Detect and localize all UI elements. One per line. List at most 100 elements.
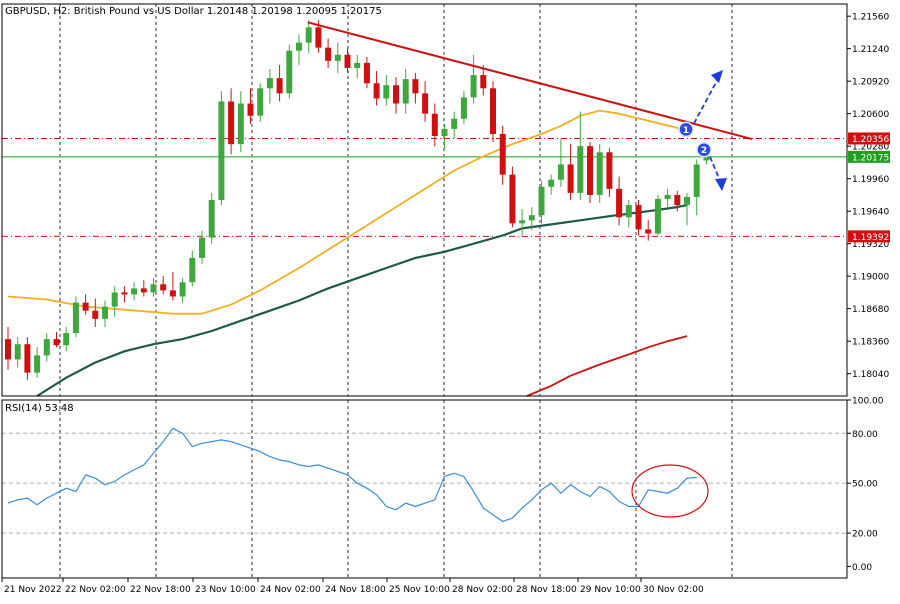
candle-body xyxy=(402,79,409,104)
candle-body xyxy=(5,339,11,360)
candle-body xyxy=(635,205,642,230)
marker-circle xyxy=(678,121,694,138)
candle-body xyxy=(577,146,584,193)
candle-body xyxy=(480,75,487,89)
price-tick-label: 1.19320 xyxy=(852,240,889,250)
arrowhead-up xyxy=(711,70,723,83)
candle-body xyxy=(140,288,147,293)
candle-body xyxy=(24,344,31,373)
candle-body xyxy=(538,186,545,216)
candle-body xyxy=(528,215,535,221)
x-tick-label: 30 Nov 02:00 xyxy=(643,585,704,595)
x-tick-label: 24 Nov 18:00 xyxy=(325,585,386,595)
price-tag-label: 1.20175 xyxy=(852,153,889,163)
x-tick-label: 24 Nov 02:00 xyxy=(260,585,321,595)
rsi-line xyxy=(7,427,697,523)
rsi-tick-label: 0.00 xyxy=(852,563,872,573)
candle-body xyxy=(150,284,157,293)
candle-body xyxy=(596,152,603,195)
price-tick-label: 1.18680 xyxy=(852,305,889,315)
candle-body xyxy=(63,333,70,346)
candle-body xyxy=(257,88,264,116)
candle-body xyxy=(363,62,370,84)
moving-averages-layer xyxy=(7,109,688,397)
candle-body xyxy=(131,288,138,295)
x-tick-label: 25 Nov 10:00 xyxy=(389,585,450,595)
candle-body xyxy=(121,292,128,295)
price-tag-box xyxy=(848,132,890,145)
moving-average-line xyxy=(7,109,688,315)
candle-body xyxy=(422,93,429,114)
chart-title: GBPUSD, H2: British Pound vs US Dollar 1… xyxy=(5,6,382,17)
x-tick-label: 28 Nov 18:00 xyxy=(516,585,577,595)
price-tick-label: 1.19000 xyxy=(852,273,889,283)
candle-body xyxy=(557,164,564,180)
price-tick-label: 1.20600 xyxy=(852,110,889,120)
x-tick-label: 22 Nov 02:00 xyxy=(65,585,126,595)
price-tick-label: 1.19960 xyxy=(852,175,889,185)
price-tick-label: 1.21240 xyxy=(852,45,889,55)
candle-body xyxy=(412,79,419,94)
candle-body xyxy=(199,237,205,258)
rsi-highlight-ellipse xyxy=(631,464,709,518)
marker-1: 1 xyxy=(678,70,723,138)
candle-body xyxy=(296,42,302,51)
candle-body xyxy=(266,78,273,89)
candle-body xyxy=(645,229,652,234)
price-tick-label: 1.20920 xyxy=(852,78,889,88)
marker-number: 2 xyxy=(701,146,707,156)
candle-body xyxy=(102,306,108,319)
candle-body xyxy=(218,101,225,200)
marker-2: 2 xyxy=(696,141,727,191)
price-tick-label: 1.21560 xyxy=(852,13,889,23)
candle-body xyxy=(664,194,671,199)
candle-body xyxy=(373,83,380,99)
candle-body xyxy=(344,54,351,68)
candle-body xyxy=(228,101,235,145)
candle-body xyxy=(567,164,574,193)
candle-body xyxy=(334,54,341,61)
candle-body xyxy=(325,47,332,61)
rsi-layer xyxy=(2,427,847,534)
candle-body xyxy=(286,50,293,94)
candle-body xyxy=(625,205,632,218)
dashed-arrow-down xyxy=(709,156,722,184)
candle-body xyxy=(14,344,21,360)
candle-body xyxy=(509,174,516,224)
candle-body xyxy=(470,75,477,98)
candle-body xyxy=(43,339,50,356)
rsi-tick-label: 100.00 xyxy=(852,397,884,407)
x-tick-label: 22 Nov 18:00 xyxy=(130,585,191,595)
rsi-tick-label: 50.00 xyxy=(852,480,878,490)
candles-layer xyxy=(5,20,710,380)
x-tick-label: 21 Nov 2022 xyxy=(4,585,62,595)
moving-average-line xyxy=(526,335,688,397)
trendline-layer xyxy=(307,21,753,141)
candle-body xyxy=(92,310,99,319)
annotations-layer: 12 xyxy=(678,70,727,191)
rsi-tick-label: 80.00 xyxy=(852,430,878,440)
candle-body xyxy=(247,103,254,116)
candle-body xyxy=(460,97,467,119)
candle-body xyxy=(189,257,196,283)
candle-body xyxy=(587,146,593,195)
price-pane-frame xyxy=(1,3,848,397)
candle-body xyxy=(383,85,390,99)
candle-body xyxy=(72,302,79,334)
candle-body xyxy=(393,85,399,104)
candle-body xyxy=(684,196,690,206)
candle-body xyxy=(208,200,215,238)
candle-body xyxy=(451,118,458,129)
candle-body xyxy=(305,27,312,43)
candle-body xyxy=(111,292,118,307)
rsi-title: RSI(14) 53.48 xyxy=(5,403,74,414)
candle-body xyxy=(441,128,448,137)
candle-body xyxy=(490,88,496,134)
candle-body xyxy=(548,179,555,187)
dashed-arrow-up xyxy=(693,74,721,124)
price-tick-label: 1.19640 xyxy=(852,208,889,218)
candle-body xyxy=(179,282,186,297)
x-tick-label: 29 Nov 10:00 xyxy=(580,585,641,595)
arrowhead-down xyxy=(715,178,727,191)
